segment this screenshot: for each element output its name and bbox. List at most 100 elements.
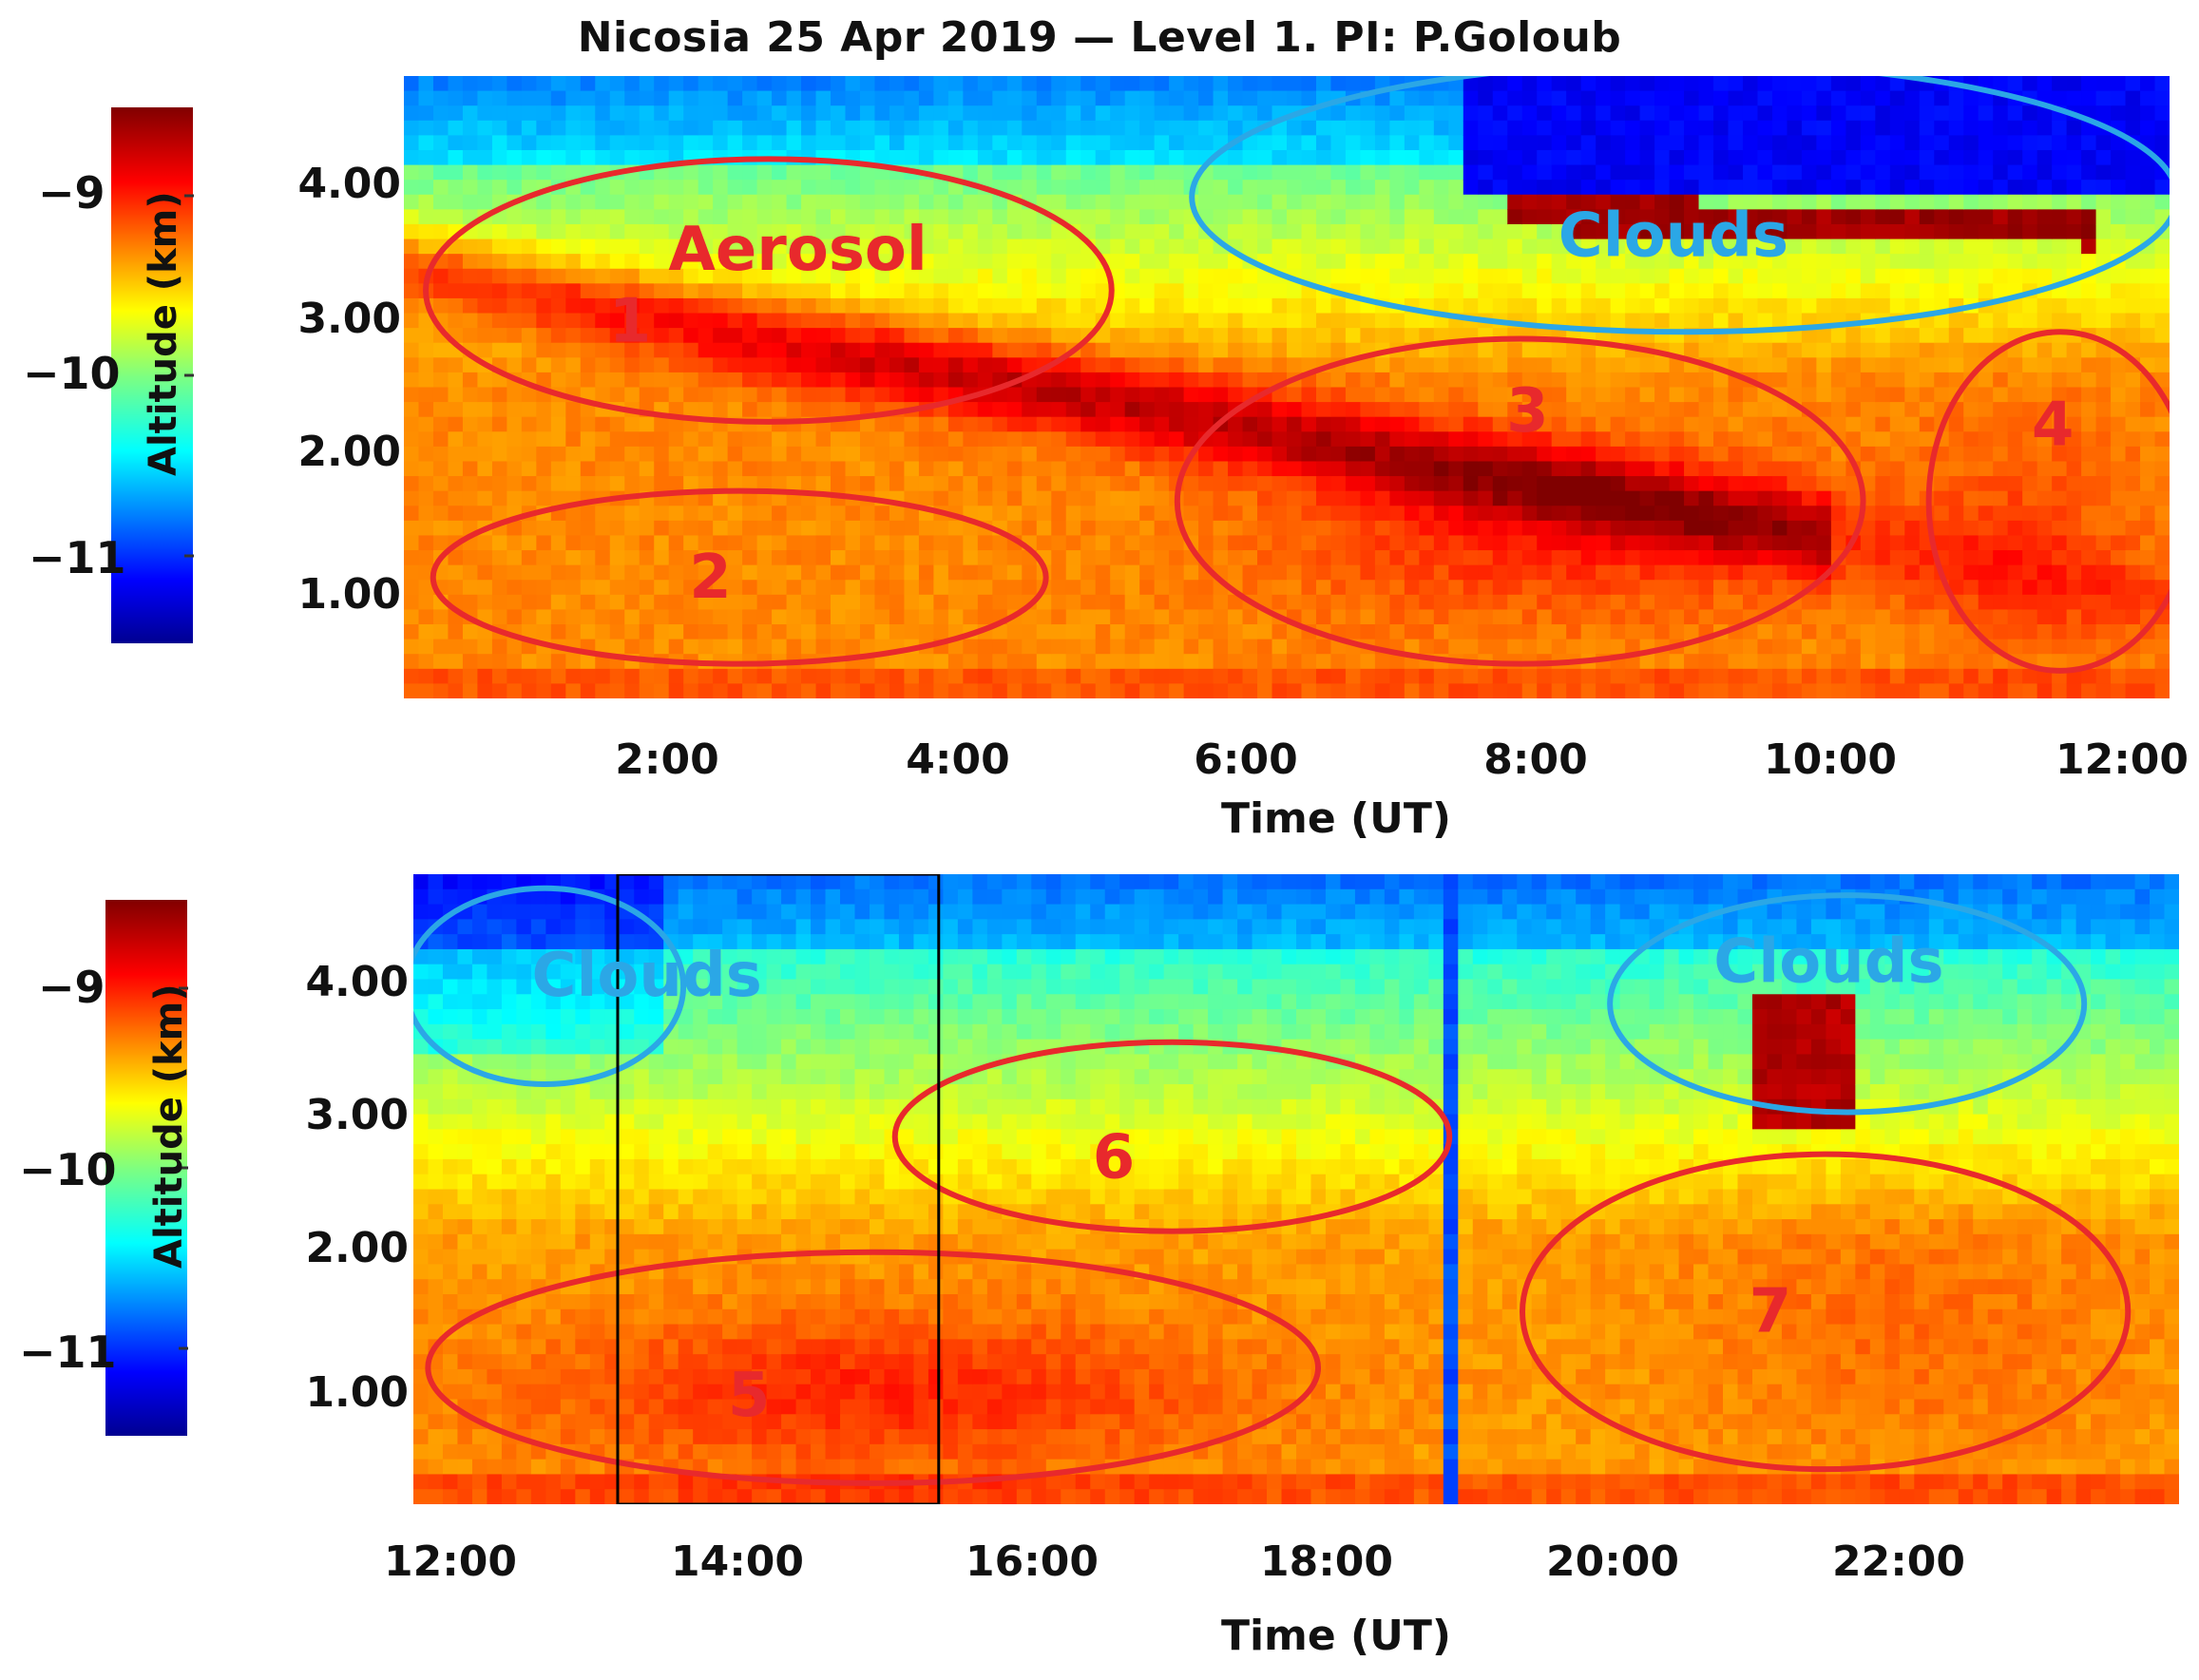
top-cell xyxy=(1521,550,1538,566)
top-cell xyxy=(1242,164,1258,181)
top-cell xyxy=(1551,268,1567,284)
top-cell xyxy=(654,372,670,389)
top-cell xyxy=(1080,535,1097,551)
top-cell xyxy=(727,535,743,551)
top-cell xyxy=(1978,654,1994,670)
top-cell xyxy=(609,594,625,611)
top-cell xyxy=(2007,431,2023,448)
top-cell xyxy=(2022,683,2038,698)
top-cell xyxy=(521,180,537,196)
top-cell xyxy=(1183,609,1199,625)
top-cell xyxy=(1801,194,1817,210)
top-cell xyxy=(1860,194,1876,210)
top-cell xyxy=(1860,594,1876,611)
top-cell xyxy=(550,268,566,284)
top-cell xyxy=(1492,683,1508,698)
top-cell xyxy=(1345,624,1362,640)
top-cell xyxy=(1830,372,1846,389)
top-cell xyxy=(1272,668,1288,685)
top-cell xyxy=(1698,668,1714,685)
top-cell xyxy=(1993,180,2009,196)
top-cell xyxy=(521,476,537,492)
top-cell xyxy=(550,683,566,698)
top-cell xyxy=(2081,580,2097,596)
top-cell xyxy=(1728,461,1744,477)
top-cell xyxy=(609,446,625,463)
top-cell xyxy=(1771,654,1788,670)
top-cell xyxy=(1374,90,1390,106)
top-cell xyxy=(1419,357,1435,373)
top-cell xyxy=(2007,105,2023,122)
top-cell xyxy=(1139,254,1156,270)
top-cell xyxy=(1228,328,1244,344)
top-cell xyxy=(580,683,596,698)
top-cell xyxy=(1183,239,1199,255)
top-cell xyxy=(654,223,670,240)
top-cell xyxy=(756,506,773,522)
top-cell xyxy=(1492,594,1508,611)
top-cell xyxy=(992,461,1008,477)
top-cell xyxy=(491,164,507,181)
top-cell xyxy=(550,254,566,270)
top-cell xyxy=(1095,283,1111,299)
top-cell xyxy=(1742,416,1759,432)
top-cell xyxy=(448,520,464,537)
top-cell xyxy=(992,506,1008,522)
top-cell xyxy=(1183,506,1199,522)
top-cell xyxy=(580,520,596,537)
top-cell xyxy=(1507,105,1523,122)
top-cell xyxy=(668,476,684,492)
top-cell xyxy=(1257,580,1273,596)
top-cell xyxy=(462,149,479,166)
top-cell xyxy=(1272,180,1288,196)
top-cell xyxy=(1507,254,1523,270)
top-cell xyxy=(1463,268,1479,284)
top-cell xyxy=(889,564,906,581)
top-cell xyxy=(1801,328,1817,344)
top-cell xyxy=(1860,328,1876,344)
top-cell xyxy=(918,683,934,698)
top-cell xyxy=(1080,105,1097,122)
top-cell xyxy=(1654,490,1671,506)
top-cell xyxy=(1169,283,1185,299)
top-cell xyxy=(1610,149,1626,166)
top-cell xyxy=(772,357,788,373)
top-cell xyxy=(2095,372,2112,389)
top-cell xyxy=(654,683,670,698)
top-cell xyxy=(683,535,699,551)
top-cell xyxy=(1242,550,1258,566)
top-cell xyxy=(713,476,729,492)
top-cell xyxy=(2081,624,2097,640)
top-cell xyxy=(2111,535,2127,551)
top-cell xyxy=(1389,328,1405,344)
top-cell xyxy=(1580,564,1597,581)
top-cell xyxy=(786,357,802,373)
top-cell xyxy=(2125,550,2141,566)
top-cell xyxy=(1801,550,1817,566)
top-cell xyxy=(1419,639,1435,655)
top-cell xyxy=(1889,387,1905,403)
top-cell xyxy=(1389,194,1405,210)
top-cell xyxy=(639,357,655,373)
top-cell xyxy=(859,520,876,537)
top-cell xyxy=(1507,580,1523,596)
top-cell xyxy=(1801,149,1817,166)
top-cell xyxy=(1654,520,1671,537)
top-cell xyxy=(1684,446,1700,463)
top-cell xyxy=(904,223,920,240)
top-cell xyxy=(2007,209,2023,225)
top-cell xyxy=(1478,283,1494,299)
top-cell xyxy=(418,164,434,181)
top-cell xyxy=(772,120,788,136)
top-cell xyxy=(742,520,758,537)
top-cell xyxy=(933,120,949,136)
top-cell xyxy=(1566,490,1582,506)
top-cell xyxy=(801,639,817,655)
top-cell xyxy=(1801,180,1817,196)
top-cell xyxy=(918,476,934,492)
top-cell xyxy=(859,164,876,181)
top-cell xyxy=(1963,594,1979,611)
top-cell xyxy=(1389,120,1405,136)
top-cell xyxy=(1257,476,1273,492)
top-cell xyxy=(1875,328,1891,344)
